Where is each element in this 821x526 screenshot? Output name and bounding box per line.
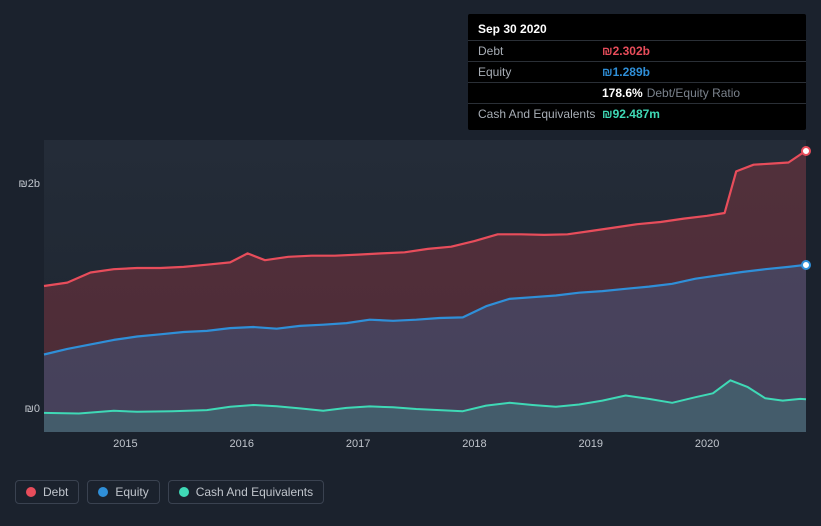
x-axis-tick: 2017	[346, 438, 370, 450]
tooltip-row-debt: Debt ₪2.302b	[468, 40, 806, 61]
ratio-label: Debt/Equity Ratio	[647, 86, 740, 100]
legend-label: Debt	[43, 485, 68, 499]
series-marker	[801, 146, 811, 156]
legend-item-debt[interactable]: Debt	[15, 480, 79, 504]
y-axis-tick: ₪2b	[0, 178, 40, 190]
x-axis-tick: 2016	[230, 438, 254, 450]
plot-area[interactable]	[44, 140, 806, 432]
tooltip-row-equity: Equity ₪1.289b	[468, 61, 806, 82]
tooltip-label	[478, 86, 602, 100]
legend-label: Cash And Equivalents	[196, 485, 313, 499]
x-axis-tick: 2018	[462, 438, 486, 450]
legend-item-cash-and-equivalents[interactable]: Cash And Equivalents	[168, 480, 324, 504]
ratio-value: 178.6%	[602, 86, 643, 100]
tooltip-ratio: 178.6% Debt/Equity Ratio	[602, 86, 740, 100]
tooltip-label: Equity	[478, 65, 602, 79]
tooltip-value: ₪1.289b	[602, 65, 650, 79]
tooltip-value: ₪2.302b	[602, 44, 650, 58]
x-axis-tick: 2015	[113, 438, 137, 450]
legend-swatch	[98, 487, 108, 497]
chart-legend: Debt Equity Cash And Equivalents	[15, 480, 324, 504]
tooltip-date: Sep 30 2020	[468, 20, 806, 40]
tooltip-row-ratio: 178.6% Debt/Equity Ratio	[468, 82, 806, 103]
series-marker	[801, 260, 811, 270]
chart[interactable]: ₪2b ₪0 2015 2016 2017 2018 2019 2020	[0, 116, 821, 476]
legend-swatch	[26, 487, 36, 497]
legend-label: Equity	[115, 485, 148, 499]
y-axis-tick: ₪0	[0, 403, 40, 415]
x-axis-tick: 2019	[579, 438, 603, 450]
chart-tooltip: Sep 30 2020 Debt ₪2.302b Equity ₪1.289b …	[468, 14, 806, 130]
tooltip-label: Debt	[478, 44, 602, 58]
chart-svg	[44, 140, 806, 432]
legend-swatch	[179, 487, 189, 497]
x-axis-tick: 2020	[695, 438, 719, 450]
legend-item-equity[interactable]: Equity	[87, 480, 159, 504]
